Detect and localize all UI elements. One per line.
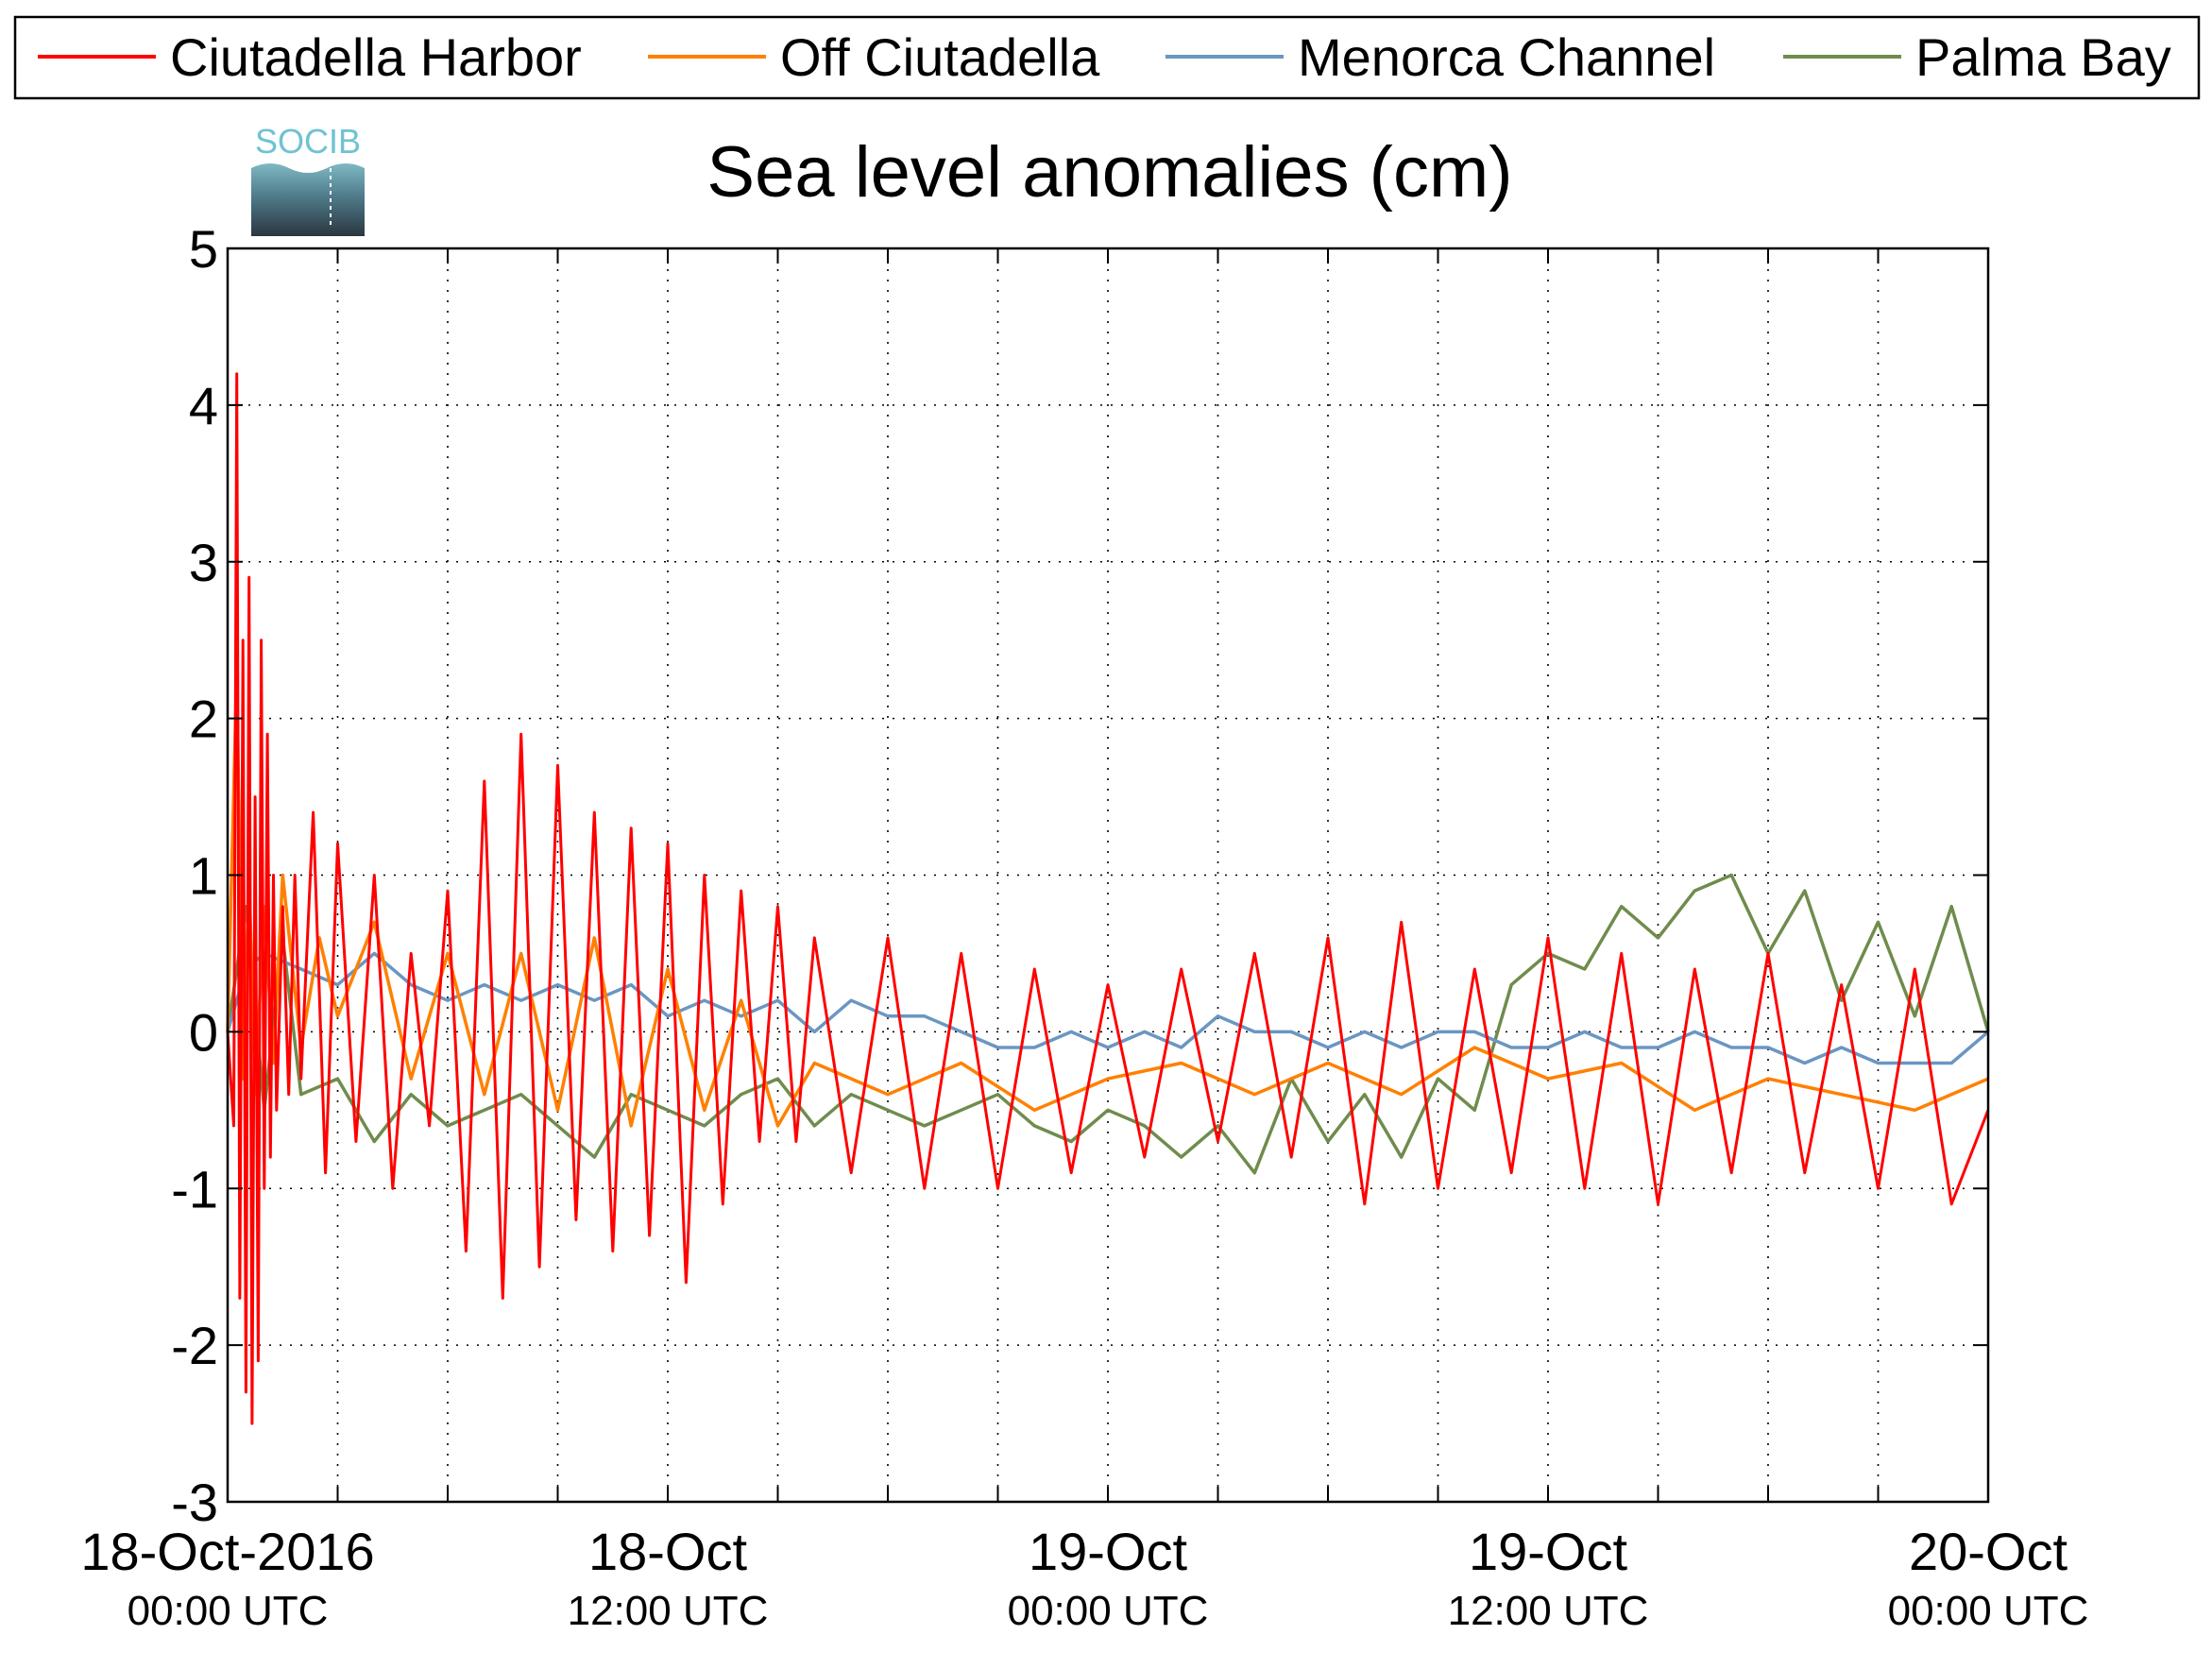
series-line-off-ciutadella bbox=[226, 670, 1989, 1128]
y-tick-label: 0 bbox=[189, 1002, 218, 1062]
y-tick-label: -2 bbox=[171, 1316, 218, 1375]
legend-entry-palma-bay: Palma Bay bbox=[1783, 27, 2171, 87]
series-layer bbox=[226, 372, 1990, 1425]
logo-text: SOCIB bbox=[255, 122, 361, 161]
y-axis-tick-labels: -3 -2 -1 0 1 2 3 4 5 bbox=[171, 219, 218, 1532]
socib-logo: SOCIB bbox=[251, 122, 365, 236]
legend-label: Ciutadella Harbor bbox=[170, 27, 582, 87]
y-tick-label: 4 bbox=[189, 376, 218, 435]
y-tick-label: -1 bbox=[171, 1159, 218, 1218]
x-tick-label-time: 12:00 UTC bbox=[568, 1588, 769, 1634]
axis-ticks bbox=[228, 247, 1988, 1503]
x-tick-label-date: 20-Oct bbox=[1909, 1522, 2067, 1581]
x-tick-label-date: 18-Oct bbox=[588, 1522, 747, 1581]
legend-entry-ciutadella-harbor: Ciutadella Harbor bbox=[38, 27, 582, 87]
grid-lines bbox=[228, 248, 1988, 1502]
legend-label: Off Ciutadella bbox=[780, 27, 1100, 87]
y-tick-label: 1 bbox=[189, 846, 218, 906]
x-axis-tick-labels: 18-Oct-2016 00:00 UTC 18-Oct 12:00 UTC 19-Oc… bbox=[80, 1522, 2088, 1634]
x-tick-label-date: 19-Oct bbox=[1029, 1522, 1187, 1581]
x-tick-label-date: 19-Oct bbox=[1469, 1522, 1627, 1581]
series-line-ciutadella-harbor bbox=[226, 372, 1990, 1425]
y-tick-label: 2 bbox=[189, 690, 218, 749]
x-tick-label-time: 00:00 UTC bbox=[128, 1588, 329, 1634]
y-tick-label: -3 bbox=[171, 1473, 218, 1532]
x-tick-label-time: 00:00 UTC bbox=[1008, 1588, 1209, 1634]
chart-title: Sea level anomalies (cm) bbox=[706, 132, 1512, 213]
y-tick-label: 5 bbox=[189, 219, 218, 279]
y-tick-label: 3 bbox=[189, 533, 218, 592]
legend-label: Menorca Channel bbox=[1298, 27, 1715, 87]
x-tick-label-time: 12:00 UTC bbox=[1448, 1588, 1649, 1634]
x-tick-label-date: 18-Oct-2016 bbox=[80, 1522, 374, 1581]
legend: Ciutadella Harbor Off Ciutadella Menorca… bbox=[13, 15, 2201, 100]
logo-wave-block bbox=[251, 163, 365, 236]
legend-entry-off-ciutadella: Off Ciutadella bbox=[648, 27, 1100, 87]
legend-entry-menorca-channel: Menorca Channel bbox=[1166, 27, 1715, 87]
legend-label: Palma Bay bbox=[1915, 27, 2171, 87]
x-tick-label-time: 00:00 UTC bbox=[1888, 1588, 2089, 1634]
